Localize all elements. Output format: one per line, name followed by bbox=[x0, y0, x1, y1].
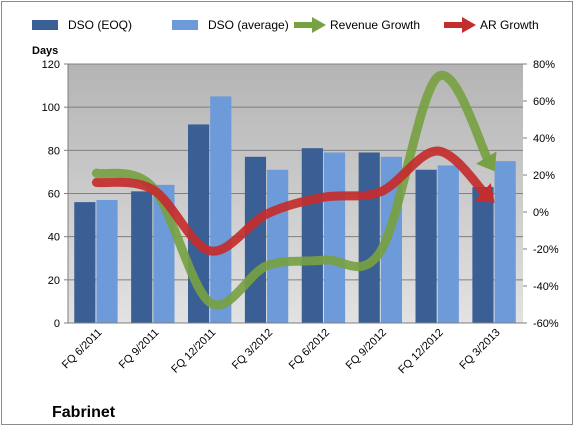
x-axis-categories: FQ 6/2011 FQ 9/2011 FQ 12/2011 FQ 3/2012 FQ … bbox=[60, 327, 503, 377]
y-tick-label: 40 bbox=[48, 232, 60, 244]
line-ar-growth bbox=[91, 146, 492, 256]
x-tick-label: FQ 3/2013 bbox=[457, 327, 502, 372]
bar-dso-eoq bbox=[301, 148, 323, 323]
bar-dso-average bbox=[210, 96, 232, 323]
legend-label-dso-eoq: DSO (EOQ) bbox=[68, 18, 132, 32]
y2-tick-label: -60% bbox=[533, 318, 559, 330]
y2-tick-label: 60% bbox=[533, 96, 555, 108]
y2-tick-label: 20% bbox=[533, 170, 555, 182]
y2-tick-label: 40% bbox=[533, 133, 555, 145]
y-tick-label: 0 bbox=[54, 318, 60, 330]
legend-swatch-dso-eoq bbox=[32, 20, 58, 30]
series-lines bbox=[91, 70, 497, 310]
x-tick-label: FQ 6/2012 bbox=[287, 327, 332, 372]
y-axis-title: Days bbox=[32, 45, 58, 57]
bar-dso-average bbox=[96, 199, 118, 323]
arrowhead-ar-growth bbox=[474, 183, 495, 203]
legend: DSO (EOQ) DSO (average) Revenue Growth AR G… bbox=[32, 17, 539, 33]
y2-tick-label: 80% bbox=[533, 59, 555, 71]
x-tick-label: FQ 12/2012 bbox=[396, 327, 446, 377]
legend-label-revenue-growth: Revenue Growth bbox=[330, 18, 420, 32]
y-tick-label: 100 bbox=[42, 102, 60, 114]
legend-label-dso-average: DSO (average) bbox=[208, 18, 289, 32]
y-axis-ticks: 0 20 40 60 80 100 120 bbox=[42, 59, 68, 330]
arrowhead-revenue-growth bbox=[476, 151, 497, 172]
bar-dso-eoq bbox=[131, 191, 153, 323]
bar-dso-eoq bbox=[472, 187, 494, 323]
y2-axis-ticks: -60% -40% -20% 0% 20% 40% 60% 80% bbox=[523, 59, 559, 330]
y-tick-label: 60 bbox=[48, 189, 60, 201]
company-name: Fabrinet bbox=[52, 404, 116, 421]
chart: 0 20 40 60 80 100 120 -60% -40% -20% 0% 20% 40% 60% 8… bbox=[32, 17, 559, 421]
bar-dso-average bbox=[267, 169, 289, 323]
y-tick-label: 80 bbox=[48, 145, 60, 157]
bar-dso-eoq bbox=[415, 169, 437, 323]
x-tick-label: FQ 9/2011 bbox=[117, 327, 162, 372]
bar-dso-average bbox=[323, 152, 346, 323]
bar-dso-eoq bbox=[74, 202, 96, 323]
y2-tick-label: -40% bbox=[533, 281, 559, 293]
bar-dso-average bbox=[437, 165, 459, 323]
bar-dso-average bbox=[494, 161, 516, 323]
x-tick-label: FQ 6/2011 bbox=[60, 327, 105, 372]
y-tick-label: 120 bbox=[42, 59, 60, 71]
legend-swatch-dso-average bbox=[172, 20, 198, 30]
legend-label-ar-growth: AR Growth bbox=[480, 18, 539, 32]
legend-arrow-ar-growth bbox=[462, 17, 476, 33]
legend-arrow-revenue-growth bbox=[312, 17, 326, 33]
bar-dso-eoq bbox=[358, 152, 380, 323]
bar-dso-eoq bbox=[244, 156, 267, 323]
y2-tick-label: 0% bbox=[533, 207, 549, 219]
x-tick-label: FQ 3/2012 bbox=[230, 327, 275, 372]
y2-tick-label: -20% bbox=[533, 244, 559, 256]
x-tick-label: FQ 12/2011 bbox=[169, 327, 218, 376]
line-revenue-growth bbox=[91, 70, 494, 310]
x-tick-label: FQ 9/2012 bbox=[344, 327, 389, 372]
y-tick-label: 20 bbox=[48, 275, 60, 287]
